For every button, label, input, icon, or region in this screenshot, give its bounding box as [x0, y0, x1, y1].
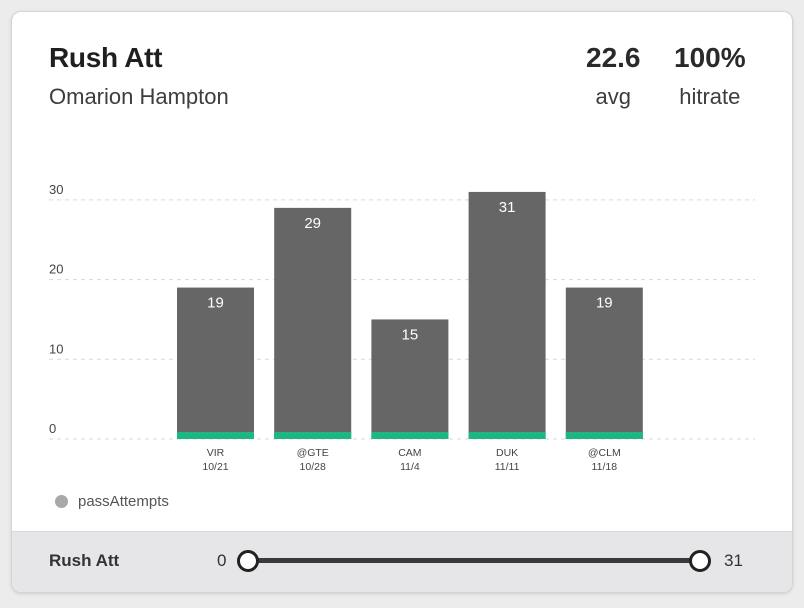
bar-accent — [468, 432, 546, 439]
y-tick-label: 0 — [49, 421, 56, 436]
bar-accent — [274, 432, 352, 439]
bar-value-label: 19 — [596, 295, 613, 312]
bar-value-label: 31 — [499, 199, 516, 216]
x-tick-date: 11/11 — [495, 461, 520, 473]
avg-label: avg — [595, 84, 631, 109]
bar-value-label: 19 — [207, 295, 224, 312]
slider-thumb-max[interactable] — [689, 550, 711, 572]
filter-label: Rush Att — [49, 551, 120, 570]
page-title: Rush Att — [49, 42, 163, 73]
range-min-label: 0 — [217, 551, 227, 570]
player-name: Omarion Hampton — [49, 84, 229, 109]
bar-chart: 0 10 20 30 19 VIR 10/21 29 @GTE 10/28 15 CAM 11/4 31 D… — [49, 182, 755, 473]
x-tick-date: 11/18 — [592, 461, 618, 473]
x-tick-team: DUK — [496, 447, 518, 459]
x-tick-team: VIR — [207, 447, 225, 459]
avg-value: 22.6 — [586, 42, 641, 73]
bar — [565, 287, 643, 439]
bar-accent — [177, 432, 254, 439]
legend-dot-icon — [55, 495, 68, 508]
y-tick-label: 30 — [49, 182, 63, 197]
x-tick-team: CAM — [398, 447, 421, 459]
prop-card: Rush Att Omarion Hampton 22.6 avg 100% h… — [11, 11, 793, 593]
x-tick-date: 10/28 — [300, 461, 326, 473]
avg-stat: 22.6 avg — [586, 42, 641, 110]
bar — [274, 207, 352, 439]
slider-track[interactable] — [248, 558, 700, 563]
y-tick-label: 20 — [49, 262, 63, 277]
slider-thumb-min[interactable] — [237, 550, 259, 572]
bar-accent — [565, 432, 643, 439]
x-tick-date: 11/4 — [400, 461, 420, 473]
range-filter: Rush Att 0 31 — [12, 531, 792, 592]
bar — [468, 191, 546, 439]
range-max-label: 31 — [724, 551, 743, 570]
bar — [371, 319, 449, 439]
hitrate-value: 100% — [674, 42, 746, 73]
y-tick-label: 10 — [49, 341, 63, 356]
x-tick-team: @GTE — [297, 447, 329, 459]
bar-value-label: 15 — [402, 326, 419, 343]
hitrate-label: hitrate — [679, 84, 741, 109]
legend[interactable]: passAttempts — [55, 493, 169, 510]
x-tick-date: 10/21 — [202, 461, 228, 473]
bar — [177, 287, 254, 439]
legend-label: passAttempts — [78, 493, 169, 510]
bar-accent — [371, 432, 449, 439]
hitrate-stat: 100% hitrate — [674, 42, 746, 110]
x-tick-team: @CLM — [588, 447, 621, 459]
bar-value-label: 29 — [304, 215, 321, 232]
